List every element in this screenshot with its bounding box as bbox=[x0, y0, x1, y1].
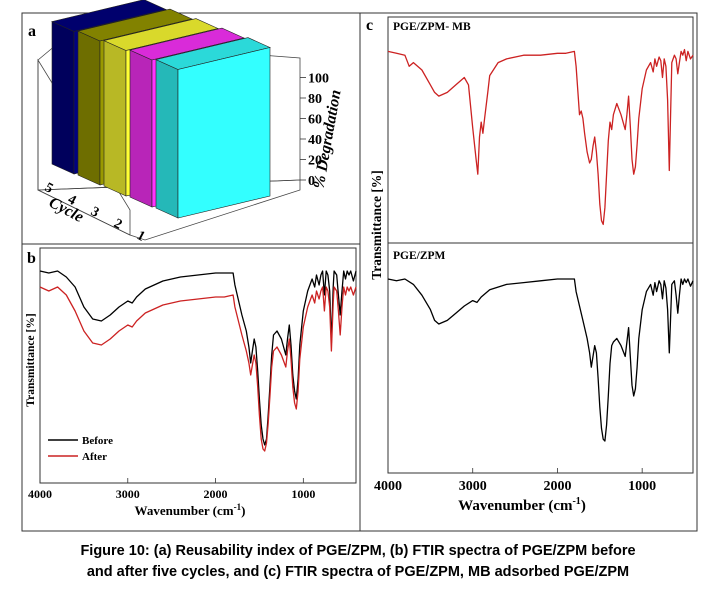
panel-b-x-tick-label-4000: 4000 bbox=[28, 487, 52, 501]
panel-c-plot-area bbox=[387, 16, 694, 474]
panel-b-ftir-chart: b 4000 3000 2000 1000 Transmittance [%] Wav… bbox=[25, 247, 357, 518]
z-tick-label-80: 80 bbox=[308, 92, 322, 107]
panel-b-y-axis-label: Transmittance [%] bbox=[25, 313, 37, 406]
panel-c-x-tick-label-3000: 3000 bbox=[459, 479, 487, 494]
panel-b-series bbox=[39, 270, 357, 452]
panel-c-ftir-chart: c PGE/ZPM- MB PGE/ZPM 4000 3000 2000 1000 T… bbox=[366, 16, 694, 514]
panel-c-y-axis-label: Transmittance [%] bbox=[369, 170, 384, 280]
series-pge-zpm-mb-line bbox=[387, 48, 694, 226]
bar-cycle-3-side bbox=[103, 40, 127, 197]
caption-line-1: Figure 10: (a) Reusability index of PGE/… bbox=[80, 543, 636, 559]
panel-c-bottom-series-label: PGE/ZPM bbox=[393, 250, 446, 262]
panel-b-x-tick-label-2000: 2000 bbox=[204, 487, 228, 501]
panel-a-x-axis-label: Cycle bbox=[46, 194, 86, 226]
panel-a-z-ticks: 0 20 40 60 80 100 bbox=[300, 72, 329, 189]
panel-b-legend: Before After bbox=[48, 435, 113, 463]
series-before-line bbox=[39, 270, 357, 446]
panel-c-x-tick-label-2000: 2000 bbox=[543, 479, 571, 494]
series-pge-zpm-line bbox=[387, 278, 694, 442]
bar-cycle-1 bbox=[177, 47, 271, 219]
panel-c-x-tick-label-1000: 1000 bbox=[628, 479, 656, 494]
series-after-line bbox=[39, 286, 357, 452]
legend-label-before: Before bbox=[82, 435, 113, 447]
panel-a-bars bbox=[51, 0, 271, 219]
bar-cycle-4-side bbox=[77, 30, 101, 186]
z-tick-label-40: 40 bbox=[308, 133, 322, 148]
panel-b-x-tick-label-3000: 3000 bbox=[116, 487, 140, 501]
z-tick-label-60: 60 bbox=[308, 113, 322, 128]
panel-c-x-tick-label-4000: 4000 bbox=[374, 479, 402, 494]
category-tick-2: 2 bbox=[111, 216, 124, 233]
panel-c-x-ticks: 4000 3000 2000 1000 bbox=[374, 468, 656, 494]
category-tick-1: 1 bbox=[134, 228, 147, 245]
bar-cycle-1-side bbox=[155, 59, 179, 219]
caption-line-2: and after five cycles, and (c) FTIR spec… bbox=[86, 564, 630, 580]
legend-label-after: After bbox=[82, 451, 107, 463]
panel-a-label: a bbox=[28, 23, 36, 40]
panel-c-series bbox=[387, 48, 694, 442]
z-tick-label-100: 100 bbox=[308, 72, 329, 87]
panel-c-x-axis-label: Wavenumber (cm-1) bbox=[458, 496, 586, 514]
panel-b-x-tick-label-1000: 1000 bbox=[291, 487, 315, 501]
bar-cycle-2-side bbox=[129, 49, 153, 208]
bar-cycle-5-side bbox=[51, 21, 75, 175]
panel-b-x-axis-label: Wavenumber (cm-1) bbox=[135, 502, 246, 518]
panel-c-label: c bbox=[366, 17, 373, 34]
panel-b-x-ticks: 4000 3000 2000 1000 bbox=[28, 478, 315, 501]
z-tick-label-0: 0 bbox=[308, 174, 315, 189]
panel-b-plot-area bbox=[39, 247, 357, 484]
figure-caption: Figure 10: (a) Reusability index of PGE/… bbox=[0, 541, 716, 583]
panel-c-top-series-label: PGE/ZPM- MB bbox=[393, 21, 471, 33]
category-tick-3: 3 bbox=[88, 204, 101, 221]
panel-b-label: b bbox=[27, 250, 36, 267]
z-tick-label-20: 20 bbox=[308, 154, 322, 169]
